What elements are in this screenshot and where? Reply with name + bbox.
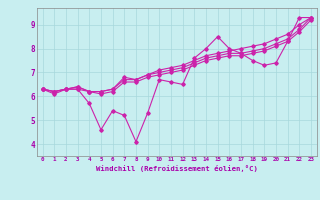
X-axis label: Windchill (Refroidissement éolien,°C): Windchill (Refroidissement éolien,°C) (96, 165, 258, 172)
